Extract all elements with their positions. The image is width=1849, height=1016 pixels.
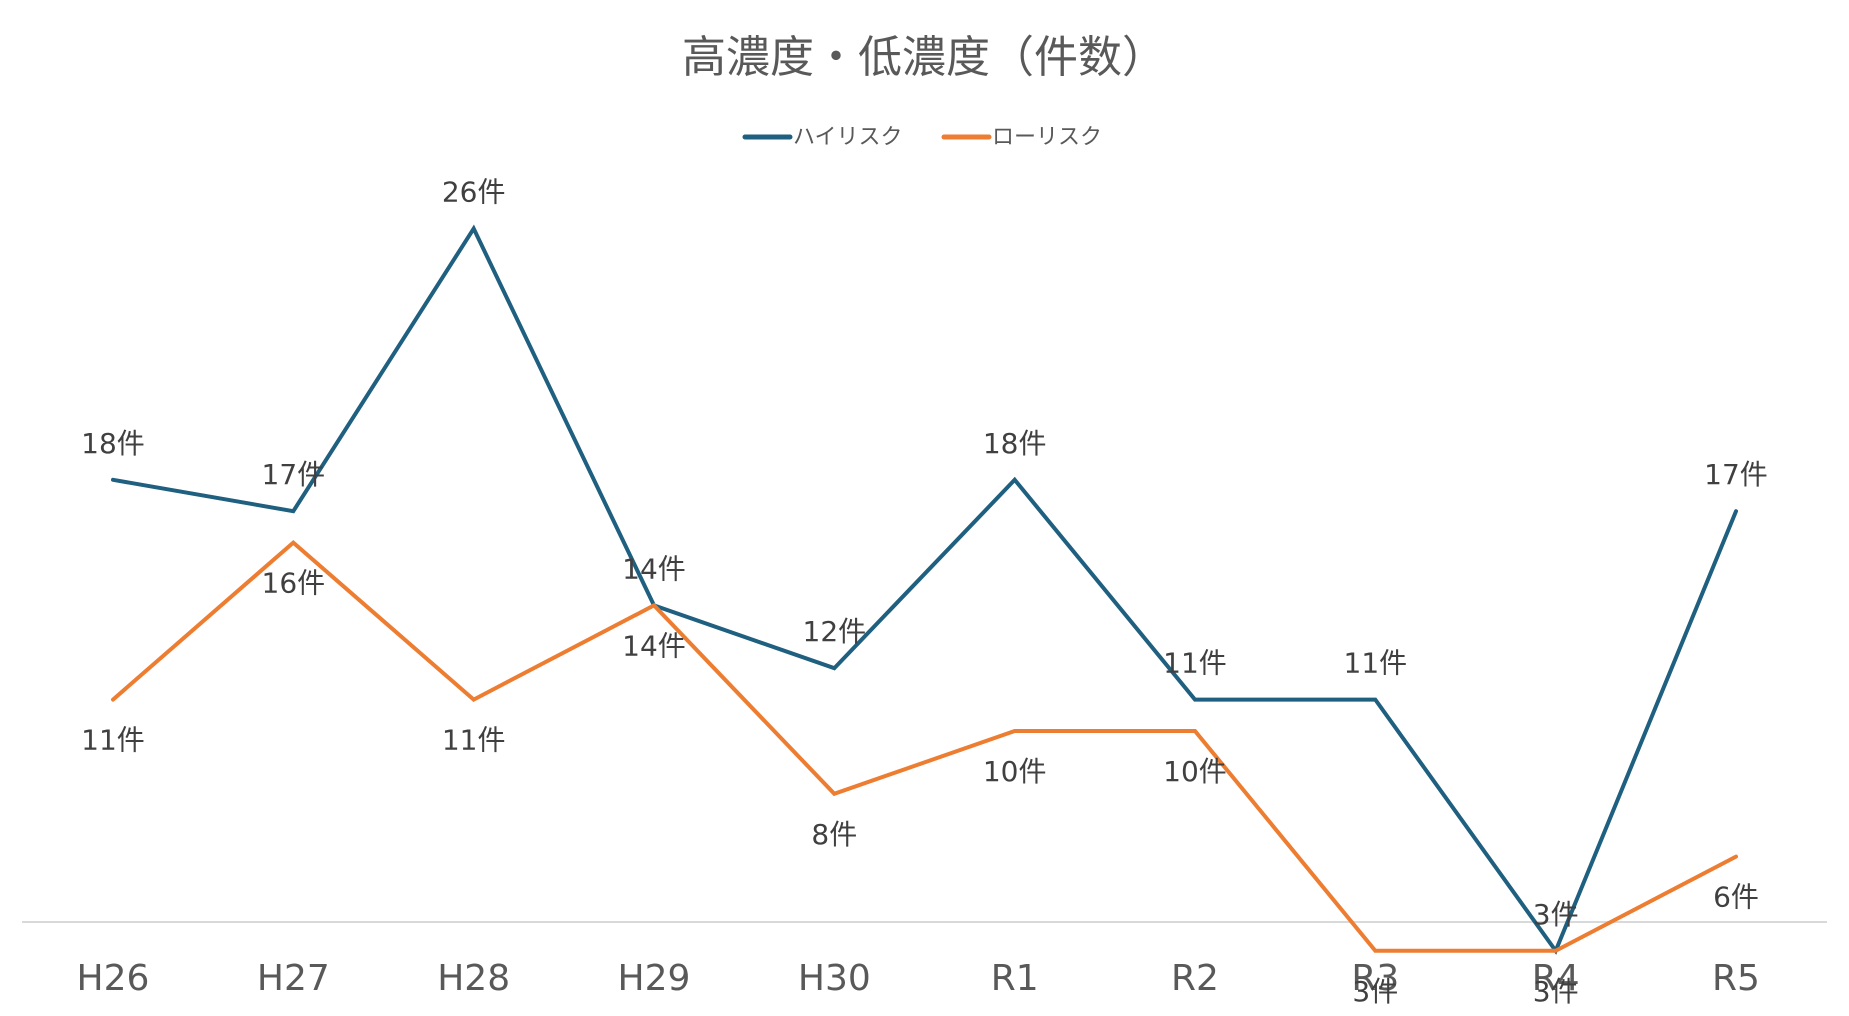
x-tick-label: R3 (1351, 958, 1399, 999)
data-label-high: 11件 (1344, 647, 1408, 680)
data-label-low: 10件 (1163, 755, 1227, 788)
series-line-2 (111, 539, 1738, 953)
x-tick-label: R5 (1712, 958, 1760, 999)
data-label-low: 16件 (262, 567, 326, 600)
data-label-low: 3件 (1533, 975, 1579, 1008)
data-label-high: 26件 (442, 176, 506, 209)
data-label-high: 17件 (262, 458, 326, 491)
x-tick-label: H29 (618, 958, 691, 999)
x-tick-label: H27 (257, 958, 330, 999)
data-label-low: 14件 (622, 629, 686, 662)
series-lines (111, 224, 1738, 955)
data-label-high: 3件 (1533, 898, 1579, 931)
data-label-high: 11件 (1163, 647, 1227, 680)
x-tick-label: H30 (798, 958, 871, 999)
x-tick-label: H28 (437, 958, 510, 999)
legend: ハイリスク ローリスク (742, 125, 1102, 150)
data-label-low: 11件 (81, 724, 145, 757)
data-labels: 18件 11件 17件 16件 26件 11件 14件 14件 12件 8件 18件 10件 11件 10… (81, 176, 1768, 1008)
legend-item: ハイリスク (742, 125, 903, 150)
x-axis-ticks: H26 H27 H28 H29 H30 R1 R2 R3 R4 R5 (77, 958, 1760, 999)
data-label-low: 6件 (1713, 881, 1759, 914)
data-label-low: 3件 (1352, 975, 1398, 1008)
data-label-high: 17件 (1704, 458, 1768, 491)
series-line-1 (111, 224, 1738, 955)
data-label-high: 12件 (803, 615, 867, 648)
legend-item: ローリスク (941, 125, 1102, 150)
x-tick-label: R1 (991, 958, 1039, 999)
data-label-low: 11件 (442, 724, 506, 757)
data-label-high: 18件 (81, 427, 145, 460)
data-label-low: 8件 (811, 818, 857, 851)
x-tick-label: H26 (77, 958, 150, 999)
data-label-high: 14件 (622, 552, 686, 585)
data-label-high: 18件 (983, 427, 1047, 460)
chart-title: 高濃度・低濃度（件数） (682, 32, 1166, 83)
x-tick-label: R4 (1532, 958, 1580, 999)
legend-label: ローリスク (992, 125, 1102, 150)
legend-label: ハイリスク (793, 125, 903, 150)
x-tick-label: R2 (1171, 958, 1219, 999)
data-label-low: 10件 (983, 755, 1047, 788)
